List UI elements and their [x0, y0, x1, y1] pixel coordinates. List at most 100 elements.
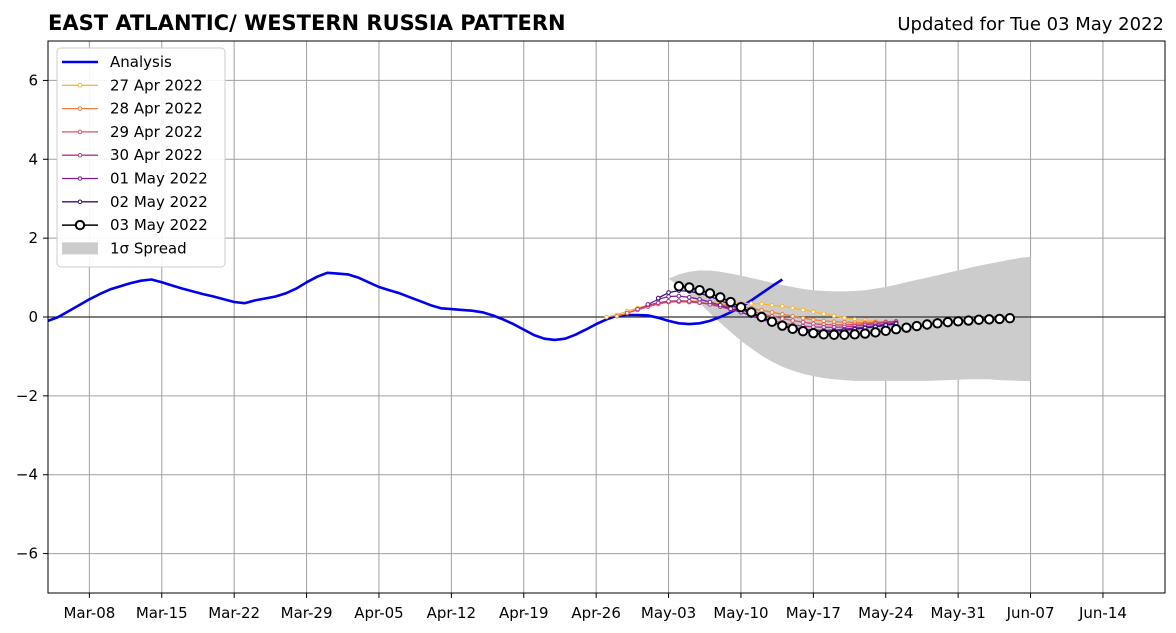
forecast-point: [728, 306, 733, 312]
legend-label: 03 May 2022: [110, 216, 208, 234]
current-forecast-point: [952, 316, 964, 327]
current-forecast-point: [849, 329, 860, 340]
y-tick-label: −2: [16, 387, 38, 405]
current-forecast-point: [797, 325, 809, 337]
current-forecast-point: [973, 314, 985, 325]
forecast-point: [707, 299, 713, 305]
x-tick-label: Apr-26: [571, 604, 621, 622]
legend-marker: [77, 199, 83, 205]
x-tick-label: Jun-14: [1078, 604, 1127, 622]
forecast-point: [666, 290, 671, 295]
current-forecast-point: [673, 281, 685, 292]
x-tick-label: Jun-07: [1006, 604, 1055, 622]
legend-label: Analysis: [110, 53, 172, 71]
legend-marker: [77, 176, 83, 181]
x-tick-label: Mar-22: [208, 604, 260, 622]
current-forecast-point: [828, 329, 840, 340]
y-tick-label: 6: [28, 71, 38, 89]
legend-label: 29 Apr 2022: [110, 123, 203, 141]
y-tick-label: 2: [28, 229, 38, 247]
y-tick-label: 4: [28, 150, 38, 168]
forecast-point: [624, 310, 630, 316]
forecast-point: [748, 301, 754, 306]
current-forecast-point: [963, 315, 974, 326]
current-forecast-point: [746, 307, 757, 318]
legend-label: 28 Apr 2022: [110, 100, 203, 118]
forecast-point: [790, 318, 795, 323]
current-forecast-point: [880, 325, 891, 336]
forecast-point: [780, 316, 785, 321]
legend-marker: [74, 219, 86, 231]
x-tick-label: Apr-19: [499, 604, 549, 622]
x-tick-label: May-03: [641, 604, 696, 622]
forecast-point: [780, 304, 785, 309]
current-forecast-point: [994, 313, 1005, 325]
forecast-point: [769, 302, 775, 308]
current-forecast-point: [1004, 312, 1016, 324]
forecast-point: [697, 296, 702, 302]
legend-marker: [77, 83, 83, 88]
forecast-point: [635, 306, 640, 312]
forecast-point: [676, 293, 682, 299]
forecast-point: [686, 294, 692, 300]
x-tick-label: Mar-15: [136, 604, 188, 622]
forecast-point: [800, 315, 806, 321]
current-forecast-point: [818, 329, 829, 340]
x-tick-label: May-10: [713, 604, 768, 622]
forecast-point: [811, 309, 816, 315]
current-forecast-point: [932, 318, 943, 329]
current-forecast-point: [777, 320, 788, 331]
forecast-point: [800, 307, 806, 313]
forecast-point: [811, 317, 816, 323]
forecast-point: [821, 311, 826, 317]
chart-title: EAST ATLANTIC/ WESTERN RUSSIA PATTERN: [48, 11, 566, 35]
legend-marker: [77, 152, 83, 158]
legend-label: 01 May 2022: [110, 170, 208, 188]
current-forecast-point: [911, 320, 922, 332]
forecast-point: [769, 309, 775, 315]
current-forecast-point: [704, 288, 716, 299]
forecast-point: [800, 319, 806, 325]
current-forecast-point: [694, 284, 705, 296]
analysis-line: [48, 271, 784, 342]
forecast-point: [676, 298, 682, 304]
x-tick-label: May-17: [786, 604, 841, 622]
current-forecast-point: [983, 314, 995, 325]
x-tick-label: May-31: [931, 604, 986, 622]
forecast-point: [686, 298, 692, 304]
legend-swatch: [62, 242, 98, 255]
forecast-point: [790, 305, 795, 311]
current-forecast-point: [715, 292, 726, 303]
legend-marker: [77, 129, 83, 135]
forecast-point: [780, 311, 785, 317]
forecast-point: [666, 298, 671, 304]
x-tick-label: May-24: [858, 604, 913, 622]
current-forecast-point: [735, 301, 747, 313]
forecast-point: [666, 294, 671, 299]
current-forecast-point: [684, 282, 695, 293]
current-forecast-point: [756, 311, 767, 323]
current-forecast-point: [890, 324, 902, 335]
y-tick-label: −6: [16, 545, 38, 563]
current-forecast-point: [725, 296, 736, 308]
current-forecast-point: [901, 322, 912, 333]
current-forecast-point: [839, 329, 850, 340]
y-tick-label: −4: [16, 466, 38, 484]
legend: Analysis 27 Apr 2022 28 Apr 2022 29 Apr 202…: [56, 47, 226, 268]
current-forecast-point: [787, 323, 798, 335]
legend-label: 1σ Spread: [110, 239, 187, 257]
axis-ticks: Mar-08 Mar-15 Mar-22 Mar-29 Apr-05 Apr-12 Apr-…: [16, 71, 1127, 622]
forecast-point: [831, 313, 837, 319]
forecast-point: [645, 302, 651, 307]
current-forecast-point: [921, 319, 933, 330]
chart-subtitle: Updated for Tue 03 May 2022: [897, 14, 1164, 35]
forecast-point: [604, 314, 609, 320]
legend-label: 02 May 2022: [110, 193, 208, 211]
x-tick-label: Mar-08: [63, 604, 115, 622]
legend-label: 27 Apr 2022: [110, 76, 203, 94]
forecast-point: [842, 315, 847, 321]
legend-label: 30 Apr 2022: [110, 146, 203, 164]
x-tick-label: Apr-12: [427, 604, 477, 622]
current-forecast-point: [942, 316, 954, 328]
forecast-point: [614, 313, 620, 319]
